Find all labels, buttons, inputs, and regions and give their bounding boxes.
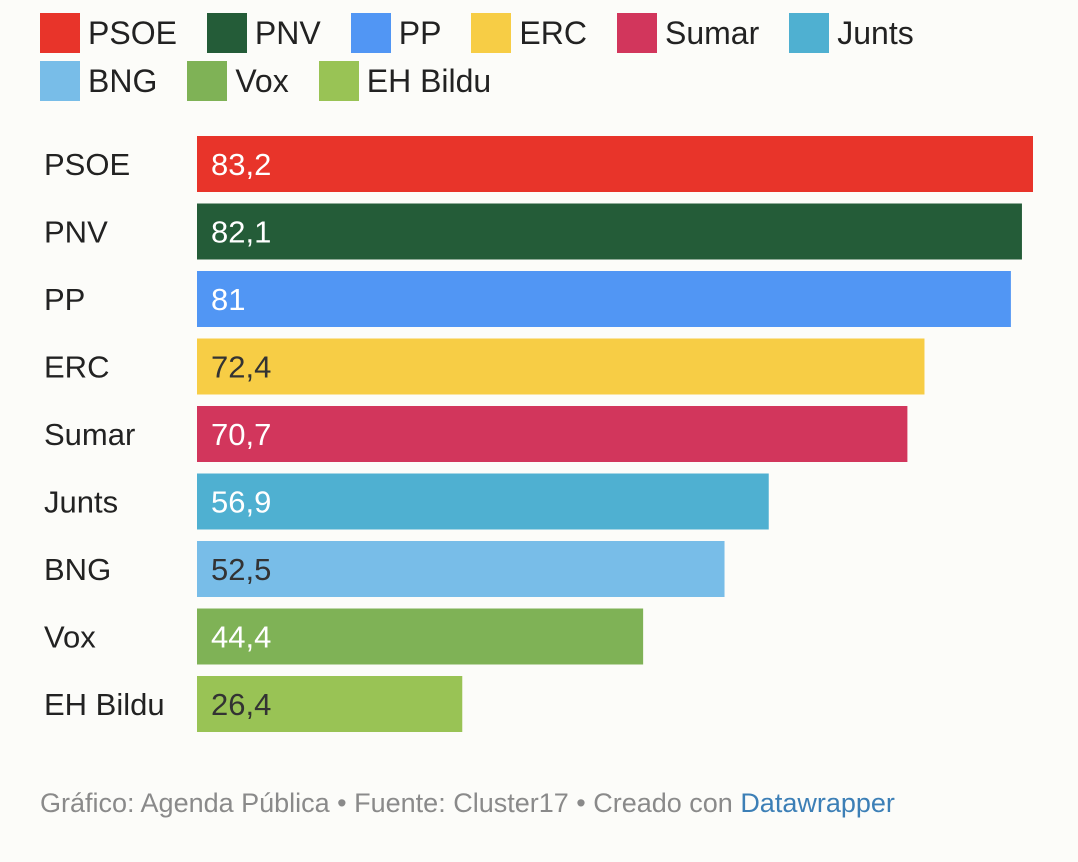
legend-item: PNV [206,13,321,53]
legend-label: ERC [519,14,587,51]
bar-bng [197,541,725,597]
legend-label: Sumar [664,14,760,51]
legend-swatch [187,61,228,101]
bar-chart: PSOE 83,2 PNV 82,1 PP 81 ERC 72,4 Sumar 70,7 Junts… [44,136,1033,732]
legend-row: PSOE PNV PP ERC Sumar Junts [40,10,1060,56]
category-label: Vox [44,620,96,655]
legend-item: Vox [187,61,289,101]
legend-item: Sumar [616,13,760,53]
bar-pnv [197,203,1022,260]
chart-footer: Gráfico: Agenda Pública • Fuente: Cluste… [40,788,895,819]
category-label: BNG [44,552,111,587]
legend-swatch [206,13,247,53]
category-label: PP [44,282,85,317]
datawrapper-link[interactable]: Datawrapper [740,788,895,818]
value-label: 72,4 [211,350,271,385]
bar-sumar [197,406,908,462]
legend-label: PSOE [88,14,177,51]
legend-swatch [616,13,657,53]
legend-item: EH Bildu [318,61,492,101]
legend-swatch [789,13,830,53]
value-label: 70,7 [211,417,271,452]
legend-swatch [471,13,512,53]
legend-label: PP [398,14,442,51]
bar-eh-bildu [197,676,463,732]
category-label: Junts [44,485,118,520]
value-label: 82,1 [211,215,271,250]
bar-vox [197,608,644,665]
footer-credits: Gráfico: Agenda Pública • Fuente: Cluste… [40,788,741,818]
bar-erc [197,338,925,395]
legend-swatch [40,61,80,101]
legend-label: Junts [837,14,914,51]
value-label: 81 [211,282,245,317]
legend-item: Junts [789,13,914,53]
category-label: Sumar [44,417,135,452]
legend-item: ERC [471,13,587,53]
value-label: 83,2 [211,147,271,182]
legend-item: BNG [40,61,157,101]
chart-legend: PSOE PNV PP ERC Sumar Junts BNG Vox EH Bildu [40,10,1060,104]
value-label: 44,4 [211,620,271,655]
category-label: EH Bildu [44,687,165,722]
value-label: 26,4 [211,687,271,722]
legend-swatch [350,13,391,53]
bar-pp [197,271,1011,327]
bar-junts [197,473,769,530]
legend-row: BNG Vox EH Bildu [40,58,1060,104]
legend-swatch [40,13,80,53]
legend-item: PSOE [40,13,177,53]
legend-swatch [318,61,359,101]
legend-item: PP [350,13,442,53]
legend-label: Vox [235,62,289,99]
category-label: ERC [44,350,109,385]
category-label: PSOE [44,147,130,182]
legend-label: PNV [254,14,321,51]
bar-psoe [197,136,1033,192]
legend-label: BNG [88,62,158,99]
legend-label: EH Bildu [366,62,492,99]
value-label: 52,5 [211,552,271,587]
value-label: 56,9 [211,485,271,520]
category-label: PNV [44,215,108,250]
